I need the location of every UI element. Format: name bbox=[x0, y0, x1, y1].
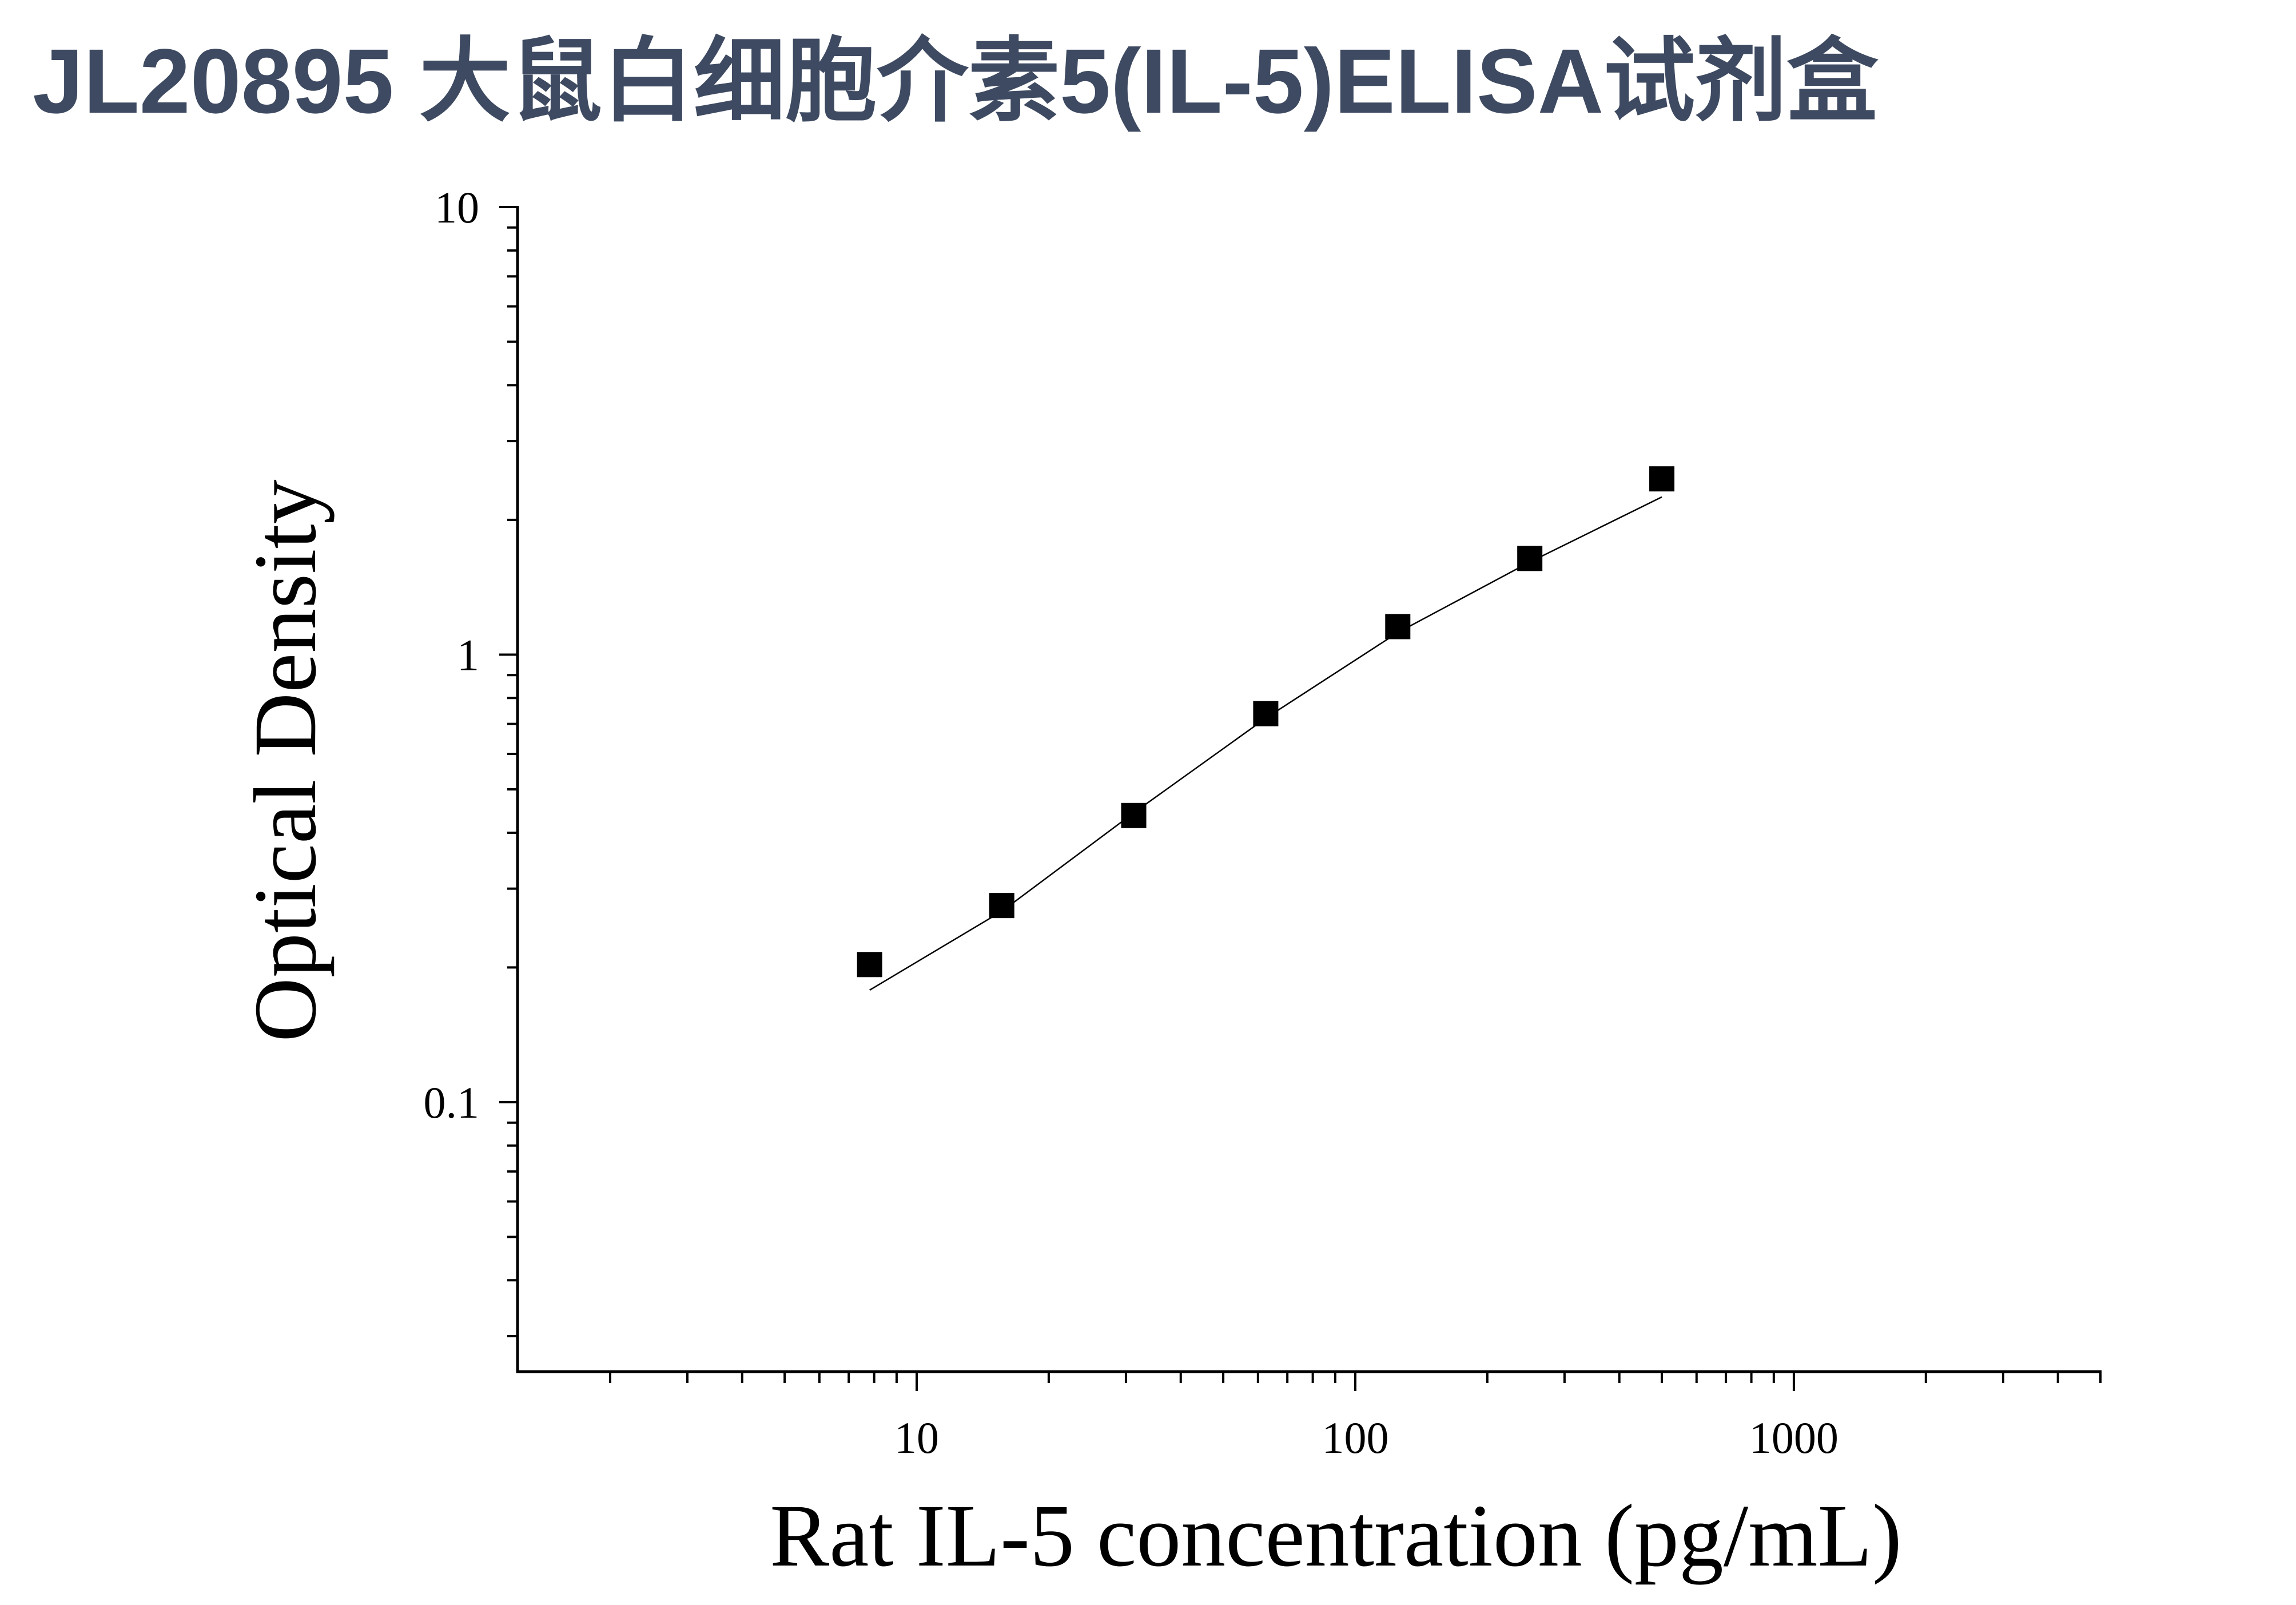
data-point bbox=[1517, 546, 1543, 571]
data-point bbox=[857, 952, 882, 978]
data-point bbox=[1649, 466, 1675, 492]
tick-labels: 10 100 1000 0.1 1 10 bbox=[424, 182, 1839, 1463]
y-axis-title: Optical Density bbox=[236, 479, 335, 1042]
fit-line bbox=[869, 496, 1662, 991]
chart-title: JL20895 大鼠白细胞介素5(IL-5)ELISA试剂盒 bbox=[33, 30, 1879, 132]
data-point bbox=[1253, 701, 1279, 726]
data-point bbox=[1385, 614, 1411, 639]
x-tick-label: 100 bbox=[1322, 1413, 1388, 1463]
data-point bbox=[989, 893, 1014, 919]
y-tick-label: 1 bbox=[457, 630, 479, 680]
fit-layer bbox=[869, 496, 1662, 991]
data-points bbox=[857, 466, 1675, 978]
y-tick-label: 0.1 bbox=[424, 1078, 480, 1127]
data-point bbox=[1121, 802, 1147, 828]
x-tick-label: 1000 bbox=[1749, 1413, 1839, 1463]
x-tick-label: 10 bbox=[894, 1413, 939, 1463]
axis-ticks bbox=[499, 206, 2102, 1391]
x-axis-title: Rat IL-5 concentration (pg/mL) bbox=[770, 1486, 1902, 1585]
y-tick-label: 10 bbox=[435, 182, 479, 232]
